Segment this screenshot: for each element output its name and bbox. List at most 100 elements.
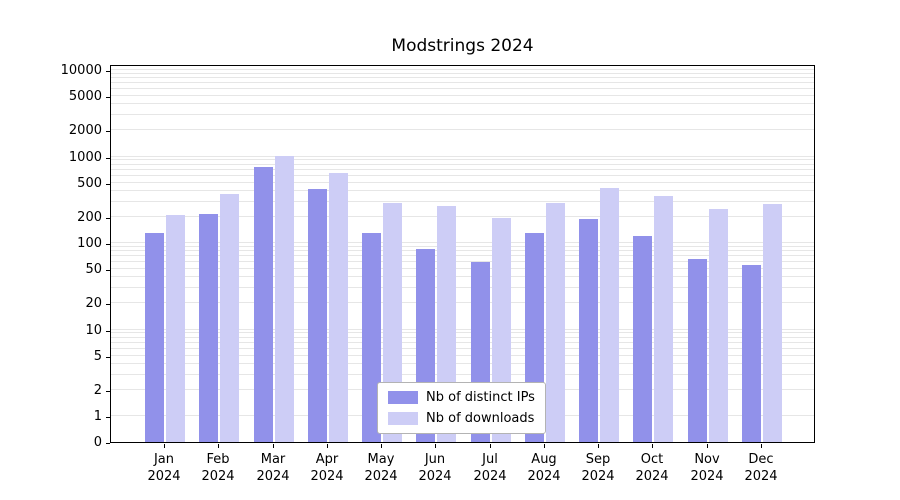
y-tick-label: 10000: [60, 63, 102, 78]
bar-distinct-ips: [579, 219, 598, 442]
gridline: [111, 302, 814, 304]
gridline: [111, 168, 814, 170]
gridline: [111, 77, 814, 79]
y-tick-mark: [106, 330, 110, 332]
gridline: [111, 82, 814, 84]
bar-distinct-ips: [362, 233, 381, 442]
x-tick-label: Jun 2024: [405, 451, 465, 485]
y-tick-mark: [106, 217, 110, 219]
gridline: [111, 69, 814, 70]
gridline: [111, 242, 814, 243]
bar-downloads: [546, 203, 565, 442]
bar-downloads: [329, 173, 348, 442]
legend: Nb of distinct IPs Nb of downloads: [377, 382, 546, 434]
gridline: [111, 261, 814, 263]
gridline: [111, 250, 814, 252]
y-tick-mark: [106, 244, 110, 245]
y-tick-mark: [106, 304, 110, 306]
x-tick-year: 2024: [690, 469, 724, 484]
x-tick-month: Jan: [153, 452, 175, 467]
gridline: [111, 163, 814, 165]
gridline: [111, 174, 814, 176]
gridline: [111, 72, 814, 74]
x-tick-year: 2024: [473, 469, 507, 484]
y-tick-label: 200: [77, 209, 102, 225]
gridline: [111, 373, 814, 375]
gridline: [111, 88, 814, 90]
x-tick-mark: [490, 444, 491, 448]
x-tick-year: 2024: [418, 469, 452, 484]
x-tick-month: Nov: [694, 452, 720, 467]
y-tick-label: 10: [85, 322, 102, 338]
plot-area: Nb of distinct IPs Nb of downloads: [110, 65, 815, 443]
x-tick-label: Nov 2024: [677, 451, 737, 485]
x-tick-year: 2024: [147, 469, 181, 484]
bar-distinct-ips: [145, 233, 164, 442]
x-tick-year: 2024: [581, 469, 615, 484]
legend-item: Nb of distinct IPs: [388, 390, 535, 405]
x-tick-label: Apr 2024: [297, 451, 357, 485]
x-tick-month: May: [367, 452, 395, 467]
gridline: [111, 245, 814, 247]
x-tick-month: Aug: [531, 452, 557, 467]
y-tick-mark: [106, 390, 110, 392]
bar-downloads: [166, 215, 185, 442]
x-tick-label: Aug 2024: [514, 451, 574, 485]
bar-downloads: [600, 188, 619, 442]
x-tick-month: Oct: [640, 452, 664, 467]
legend-label: Nb of distinct IPs: [426, 390, 535, 405]
x-tick-label: Jan 2024: [134, 451, 194, 485]
gridline: [111, 341, 814, 343]
y-tick-label: 5: [93, 348, 102, 364]
x-tick-month: Apr: [315, 452, 339, 467]
gridline: [111, 287, 814, 289]
gridline: [111, 354, 814, 356]
x-tick-year: 2024: [744, 469, 778, 484]
bar-downloads: [763, 204, 782, 442]
y-tick-label: 100: [77, 236, 102, 251]
bar-downloads: [654, 196, 673, 442]
y-tick-label: 20: [85, 296, 102, 312]
y-tick-mark: [106, 157, 110, 159]
x-tick-mark: [544, 444, 545, 448]
bar-distinct-ips: [254, 167, 273, 442]
bar-distinct-ips: [308, 189, 327, 442]
x-tick-mark: [707, 444, 708, 448]
gridline: [111, 332, 814, 334]
x-tick-label: Jul 2024: [460, 451, 520, 485]
gridline: [111, 255, 814, 257]
legend-swatch-distinct-ips: [388, 391, 418, 404]
bar-distinct-ips: [633, 236, 652, 442]
y-tick-label: 0: [93, 435, 102, 450]
x-tick-year: 2024: [256, 469, 290, 484]
bar-downloads: [275, 156, 294, 442]
legend-item: Nb of downloads: [388, 411, 535, 426]
gridline: [111, 362, 814, 364]
gridline: [111, 200, 814, 202]
x-tick-label: Feb 2024: [188, 451, 248, 485]
y-tick-label: 1: [93, 409, 102, 424]
y-tick-label: 50: [85, 262, 102, 278]
x-tick-year: 2024: [201, 469, 235, 484]
x-tick-mark: [652, 444, 653, 448]
gridline: [111, 336, 814, 338]
x-tick-label: May 2024: [351, 451, 411, 485]
y-tick-label: 5000: [68, 89, 102, 105]
x-tick-month: Sep: [585, 452, 611, 467]
x-tick-month: Jul: [482, 452, 498, 467]
bar-downloads: [709, 209, 728, 442]
legend-label: Nb of downloads: [426, 411, 535, 426]
gridline: [111, 189, 814, 191]
y-tick-mark: [106, 97, 110, 99]
bar-distinct-ips: [688, 259, 707, 442]
gridline: [111, 95, 814, 97]
x-tick-year: 2024: [527, 469, 561, 484]
x-tick-year: 2024: [310, 469, 344, 484]
chart-title: Modstrings 2024: [391, 36, 534, 56]
gridline: [111, 276, 814, 278]
x-tick-month: Jun: [424, 452, 446, 467]
x-tick-label: Mar 2024: [243, 451, 303, 485]
y-tick-mark: [106, 417, 110, 418]
x-tick-label: Dec 2024: [731, 451, 791, 485]
